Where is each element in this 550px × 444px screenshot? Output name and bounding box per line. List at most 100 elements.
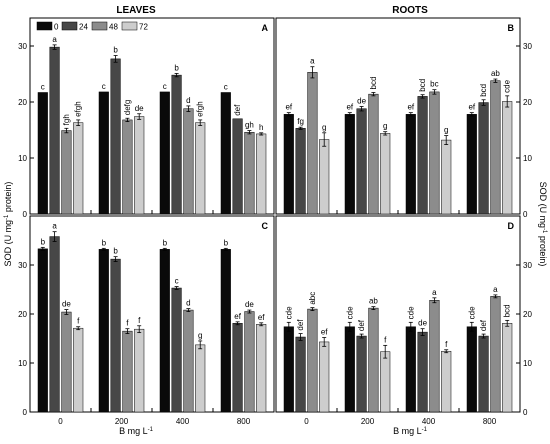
significance-letter: f — [126, 319, 129, 328]
significance-letter: fg — [297, 117, 304, 126]
bar — [49, 46, 60, 215]
y-tick-label: 20 — [18, 98, 27, 107]
bar — [295, 336, 306, 413]
bar — [110, 258, 121, 413]
significance-letter: gh — [245, 121, 254, 130]
y-tick-label: 30 — [18, 261, 27, 270]
bar — [429, 91, 440, 215]
significance-letter: ef — [234, 312, 241, 321]
bar — [441, 139, 452, 215]
x-tick-label: 200 — [115, 417, 129, 426]
significance-letter: def — [296, 319, 305, 331]
x-tick-label: 400 — [422, 417, 436, 426]
panel-letter: A — [262, 23, 269, 33]
significance-letter: g — [444, 126, 448, 135]
legend-swatch — [36, 21, 53, 31]
y-tick-label: 30 — [18, 42, 27, 51]
y-tick-label: 10 — [18, 359, 27, 368]
significance-letter: ab — [369, 297, 378, 306]
significance-letter: a — [493, 285, 498, 294]
bar — [244, 131, 255, 215]
bar — [368, 93, 379, 215]
bar — [478, 102, 489, 215]
y-tick-label: 10 — [18, 154, 27, 163]
significance-letter: cde — [467, 306, 476, 319]
significance-letter: b — [224, 238, 229, 247]
bar — [283, 326, 294, 413]
x-axis-label-left: B mg L-1 — [119, 426, 154, 436]
significance-letter: h — [259, 123, 263, 132]
bar — [417, 96, 428, 215]
significance-letter: b — [113, 46, 118, 55]
significance-letter: f — [138, 316, 141, 325]
bar — [319, 341, 330, 413]
legend-swatch — [91, 21, 108, 31]
bar — [183, 108, 194, 215]
bar — [344, 114, 355, 215]
bar — [490, 296, 501, 413]
significance-letter: b — [41, 237, 46, 246]
bar — [295, 128, 306, 215]
significance-letter: b — [102, 238, 107, 247]
bar — [159, 91, 170, 215]
legend-label: 24 — [79, 23, 88, 32]
bar — [502, 101, 513, 215]
roots-header: ROOTS — [392, 5, 428, 16]
bar — [122, 330, 133, 413]
bar — [405, 326, 416, 413]
bar — [490, 80, 501, 215]
bar — [61, 130, 72, 215]
x-tick-label: 800 — [237, 417, 251, 426]
bar — [319, 139, 330, 215]
y-tick-label: 20 — [523, 310, 532, 319]
significance-letter: c — [163, 82, 167, 91]
significance-letter: bc — [430, 80, 438, 89]
significance-letter: f — [77, 317, 80, 326]
x-tick-label: 0 — [304, 417, 309, 426]
significance-letter: c — [224, 82, 228, 91]
significance-letter: ef — [321, 328, 328, 337]
significance-letter: d — [186, 96, 190, 105]
y-tick-label: 10 — [523, 154, 532, 163]
bar — [73, 122, 84, 215]
bar — [49, 236, 60, 413]
significance-letter: ab — [491, 69, 500, 78]
x-tick-label: 200 — [361, 417, 375, 426]
y-tick-label: 20 — [523, 98, 532, 107]
bar — [195, 344, 206, 413]
x-tick-label: 0 — [58, 417, 63, 426]
legend-label: 72 — [139, 23, 148, 32]
legend-label: 48 — [109, 23, 118, 32]
y-tick-label: 30 — [523, 42, 532, 51]
bar — [466, 326, 477, 413]
bar — [232, 118, 243, 215]
bar — [73, 327, 84, 413]
bar — [466, 114, 477, 215]
significance-letter: bcd — [503, 304, 512, 317]
significance-letter: g — [198, 331, 202, 340]
significance-letter: bcd — [479, 84, 488, 97]
significance-letter: def — [357, 319, 366, 331]
bar — [232, 323, 243, 413]
bar — [37, 248, 48, 413]
significance-letter: ef — [468, 103, 475, 112]
significance-letter: b — [113, 247, 118, 256]
significance-letter: bcd — [418, 79, 427, 92]
left-y-axis-label: SOD (U mg-1 protein) — [3, 182, 13, 267]
bar — [195, 122, 206, 215]
y-tick-label: 10 — [523, 359, 532, 368]
significance-letter: g — [322, 123, 326, 132]
bar — [356, 335, 367, 413]
significance-letter: a — [310, 57, 315, 66]
significance-letter: de — [357, 96, 366, 105]
significance-letter: g — [383, 122, 387, 131]
bar — [256, 133, 267, 215]
y-tick-label: 20 — [18, 310, 27, 319]
bar — [98, 249, 109, 413]
bar — [98, 91, 109, 215]
significance-letter: efgh — [196, 101, 205, 117]
bar — [110, 58, 121, 215]
